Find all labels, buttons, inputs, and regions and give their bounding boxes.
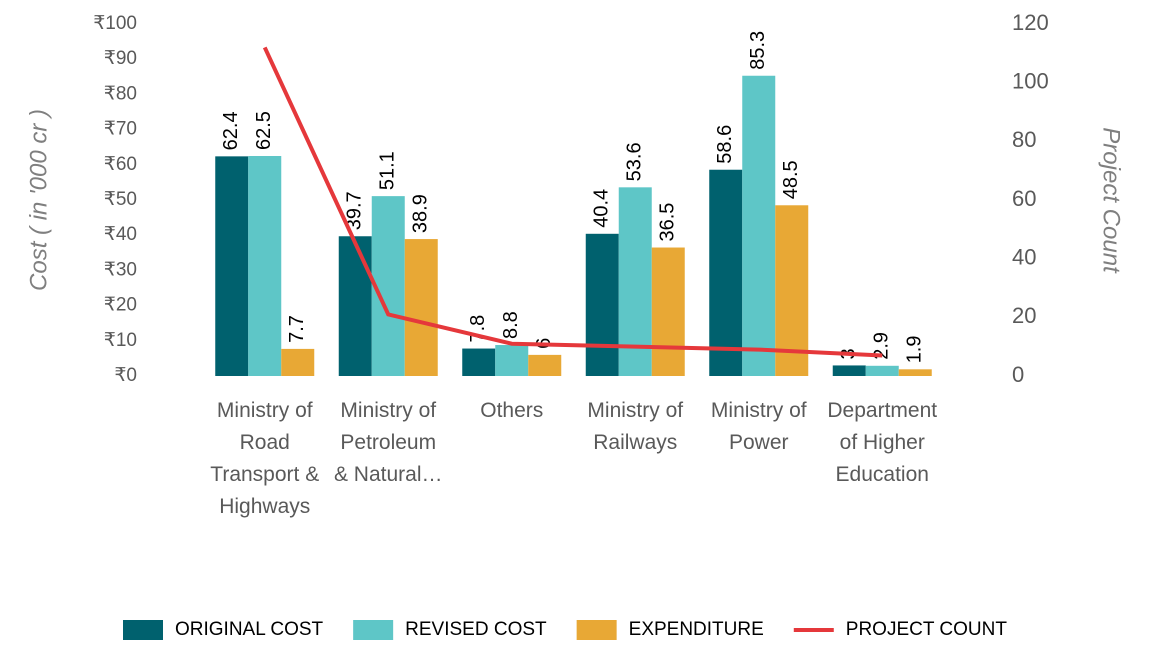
bar (281, 348, 315, 376)
bar (495, 345, 529, 376)
bar (338, 236, 372, 376)
data-label: 48.5 (780, 160, 802, 199)
y-tick-label: ₹50 (104, 189, 137, 210)
data-label: 58.6 (714, 125, 736, 164)
legend-swatch (353, 620, 394, 640)
x-tick-label: Department of Higher Education (827, 399, 938, 486)
y2-tick-label: 40 (1012, 244, 1036, 269)
data-label: 36.5 (657, 203, 679, 242)
line (262, 46, 883, 358)
y2-tick-label: 100 (1012, 68, 1049, 93)
x-tick-label: Ministry of Petroleum & Natural… (333, 399, 443, 486)
y-tick-label: ₹90 (104, 48, 137, 69)
bar (775, 205, 809, 376)
legend-label: REVISED COST (405, 619, 547, 640)
bar (651, 247, 685, 376)
x-tick-label: Others (480, 399, 544, 422)
y-tick-label: ₹40 (104, 224, 137, 245)
bar (898, 369, 932, 376)
data-label: 51.1 (377, 151, 399, 190)
y2-tick-label: 0 (1012, 362, 1024, 387)
y2-axis-title: Project Count (1098, 127, 1125, 274)
data-label: 1.9 (904, 335, 926, 363)
bar (742, 75, 776, 376)
y-tick-label: ₹0 (114, 365, 137, 386)
y-tick-label: ₹100 (93, 13, 137, 34)
legend-label: EXPENDITURE (629, 619, 764, 640)
bar (832, 365, 866, 376)
data-label: 38.9 (410, 194, 432, 233)
data-label: 2.9 (871, 332, 893, 360)
bar (585, 233, 619, 376)
data-label: 40.4 (591, 189, 613, 228)
y2-tick-label: 20 (1012, 303, 1036, 328)
legend-swatch (576, 620, 617, 640)
bar (462, 348, 496, 376)
data-label: 85.3 (747, 31, 769, 70)
legend-swatch (123, 620, 163, 640)
x-tick-label: Ministry of Power (710, 399, 807, 454)
y-tick-label: ₹80 (104, 83, 137, 104)
data-label: 62.4 (220, 111, 242, 150)
y-tick-label: ₹70 (104, 119, 137, 140)
y-tick-label: ₹10 (104, 330, 137, 351)
bar (404, 239, 438, 376)
data-label: 8.8 (500, 311, 522, 339)
data-label: 39.7 (344, 191, 366, 230)
y-tick-label: ₹20 (104, 295, 137, 316)
y2-tick-label: 80 (1012, 127, 1036, 152)
y2-tick-label: 120 (1012, 10, 1049, 35)
bar (528, 354, 562, 376)
data-label: 62.5 (253, 111, 275, 150)
y-tick-label: ₹30 (104, 259, 137, 280)
bar (865, 365, 899, 376)
y2-tick-label: 60 (1012, 186, 1036, 211)
bar (709, 169, 743, 376)
legend-label: PROJECT COUNT (846, 619, 1008, 640)
y-axis-title: Cost ( in '000 cr ) (25, 109, 52, 291)
y-tick-label: ₹60 (104, 154, 137, 175)
bar (215, 156, 249, 376)
x-tick-label: Ministry of Road Transport & Highways (210, 399, 320, 518)
x-tick-label: Ministry of Railways (587, 399, 684, 454)
legend-label: ORIGINAL COST (175, 619, 324, 640)
data-label: 7.7 (286, 315, 308, 343)
data-label: 53.6 (624, 142, 646, 181)
bar (248, 156, 282, 376)
